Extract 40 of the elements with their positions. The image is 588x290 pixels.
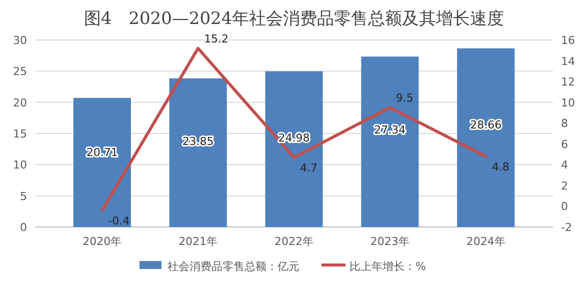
y2-tick-label: -2 xyxy=(561,221,572,234)
y2-tick-label: 10 xyxy=(561,96,575,110)
data-label: 20.71 xyxy=(86,146,118,159)
bar xyxy=(169,78,227,227)
y-tick-label: 5 xyxy=(20,190,27,203)
x-tick-label: 2021年 xyxy=(178,235,218,248)
data-label: -0.4 xyxy=(108,214,130,228)
data-label: 15.2 xyxy=(204,32,229,46)
y-tick-label: 30 xyxy=(13,34,27,47)
legend-label: 社会消费品零售总额：亿元 xyxy=(168,260,300,273)
bar xyxy=(457,48,515,227)
y-tick-label: 20 xyxy=(13,96,27,110)
bar xyxy=(361,56,419,227)
bar xyxy=(265,71,323,227)
y2-tick-label: 14 xyxy=(561,54,575,68)
data-label: 4.8 xyxy=(492,160,510,174)
chart-title: 图4 2020—2024年社会消费品零售总额及其增长速度 xyxy=(84,9,504,29)
data-label: 23.85 xyxy=(182,135,214,148)
y2-tick-label: 8 xyxy=(561,117,568,130)
y2-tick-label: 0 xyxy=(561,200,568,214)
y-tick-label: 25 xyxy=(13,65,27,78)
data-label: 28.66 xyxy=(470,118,502,132)
x-tick-label: 2022年 xyxy=(274,235,314,248)
y2-tick-label: 16 xyxy=(561,34,575,47)
y-tick-label: 15 xyxy=(13,128,27,140)
y2-tick-label: 2 xyxy=(561,179,568,192)
x-tick-label: 2023年 xyxy=(370,235,410,248)
data-label: 9.5 xyxy=(396,92,414,105)
legend-label: 比上年增长：% xyxy=(350,260,426,273)
data-label: 4.7 xyxy=(300,161,318,174)
y2-tick-label: 4 xyxy=(561,158,568,172)
y2-tick-label: 6 xyxy=(561,138,568,151)
y-tick-label: 10 xyxy=(13,158,27,172)
y-tick-label: 0 xyxy=(20,221,27,234)
y2-tick-label: 12 xyxy=(561,76,575,89)
bar xyxy=(73,98,131,227)
x-tick-label: 2020年 xyxy=(82,235,122,248)
data-label: 24.98 xyxy=(278,131,310,144)
x-tick-label: 2024年 xyxy=(466,235,506,248)
data-label: 27.34 xyxy=(374,123,406,136)
